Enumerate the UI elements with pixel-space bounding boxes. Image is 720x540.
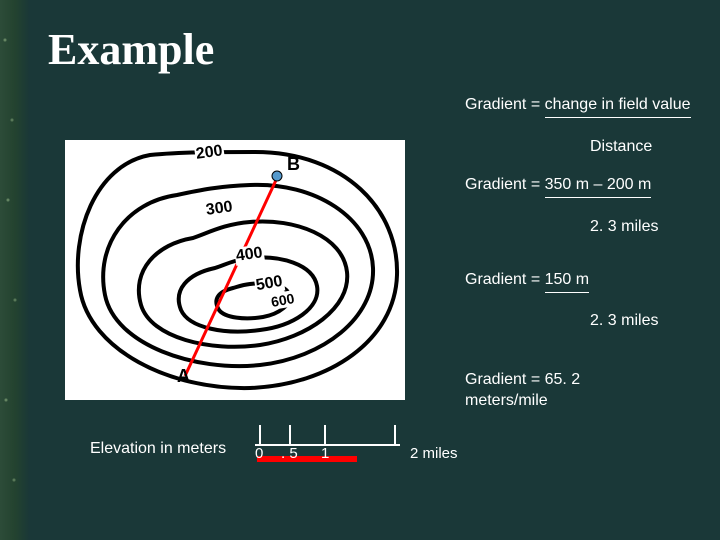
formula-result: Gradient = 65. 2 meters/mile: [465, 370, 665, 412]
formula-1: Gradient = change in field value: [465, 95, 691, 118]
left-decorative-texture: [0, 0, 30, 540]
point-b-marker: [272, 171, 282, 181]
contour-svg: [65, 140, 405, 400]
scale-tick-0: 0: [255, 445, 263, 462]
formula-2: Gradient = 350 m – 200 m: [465, 175, 651, 198]
slide-title: Example: [48, 24, 214, 75]
scale-tick-05: . 5: [281, 445, 298, 462]
point-b-label: B: [287, 154, 300, 175]
formula-distance: Distance: [590, 137, 652, 158]
point-a-label: A: [177, 366, 190, 387]
formula-3: Gradient = 150 m: [465, 270, 589, 293]
scale-area: Elevation in meters 0 . 5 1 2 miles: [65, 415, 475, 485]
formula-3-denom: 2. 3 miles: [590, 311, 658, 332]
scale-tick-2: 2 miles: [410, 445, 458, 462]
contour-map: 200 300 400 500 600 A B: [65, 140, 405, 400]
scale-tick-1: 1: [321, 445, 329, 462]
formula-2-denom: 2. 3 miles: [590, 217, 658, 238]
